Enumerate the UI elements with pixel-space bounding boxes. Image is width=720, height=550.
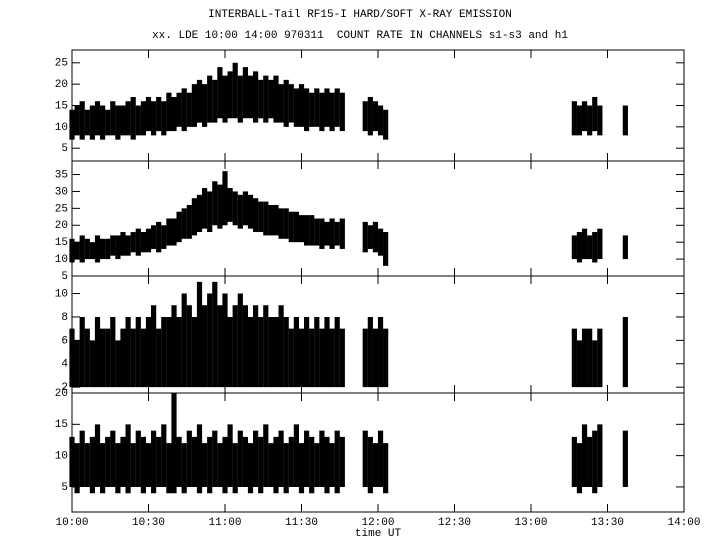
x-tick-label: 12:00 — [361, 517, 394, 529]
y-tick-label: 15 — [55, 419, 68, 431]
y-tick-label: 25 — [55, 58, 68, 70]
x-tick-label: 11:00 — [208, 517, 241, 529]
y-tick-label: 5 — [61, 271, 68, 283]
x-tick-label: 10:00 — [55, 517, 88, 529]
y-tick-label: 25 — [55, 203, 68, 215]
y-tick-label: 15 — [55, 100, 68, 112]
y-tick-label: 6 — [61, 335, 68, 347]
x-tick-label: 12:30 — [438, 517, 471, 529]
y-tick-label: 4 — [61, 359, 68, 371]
x-tick-label: 13:30 — [591, 517, 624, 529]
chart-subtitle: xx. LDE 10:00 14:00 970311 COUNT RATE IN… — [152, 30, 568, 42]
y-tick-label: 8 — [61, 312, 68, 324]
y-tick-label: 35 — [55, 169, 68, 181]
y-tick-label: 2 — [61, 382, 68, 394]
y-tick-label: 20 — [55, 388, 68, 400]
y-tick-label: 20 — [55, 220, 68, 232]
x-tick-label: 10:30 — [132, 517, 165, 529]
x-axis-label: time UT — [355, 528, 402, 540]
y-tick-label: 15 — [55, 237, 68, 249]
x-tick-label: 11:30 — [285, 517, 318, 529]
y-tick-label: 5 — [61, 482, 68, 494]
y-tick-label: 10 — [55, 451, 68, 463]
chart-title: INTERBALL-Tail RF15-I HARD/SOFT X-RAY EM… — [208, 9, 512, 21]
y-tick-label: 5 — [61, 143, 68, 155]
y-tick-label: 30 — [55, 186, 68, 198]
x-tick-label: 14:00 — [667, 517, 700, 529]
x-tick-label: 13:00 — [514, 517, 547, 529]
y-tick-label: 10 — [55, 122, 68, 134]
y-tick-label: 20 — [55, 79, 68, 91]
y-tick-label: 10 — [55, 288, 68, 300]
y-tick-label: 10 — [55, 254, 68, 266]
